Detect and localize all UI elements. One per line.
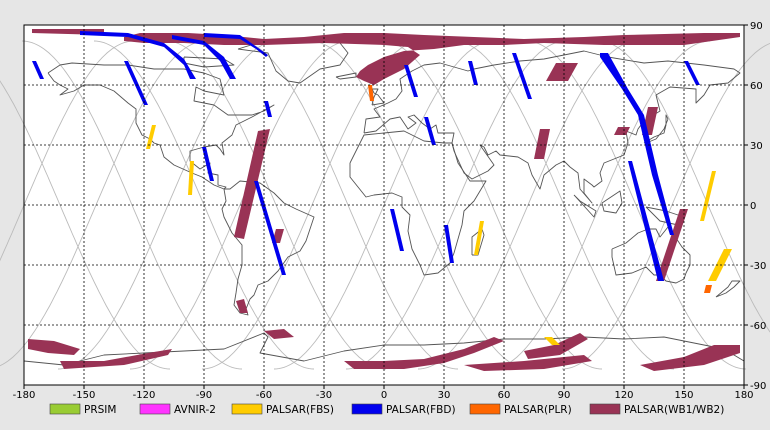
swath-palsar-fbd <box>404 65 418 97</box>
swath-palsar-fbd <box>204 33 268 57</box>
swath-palsar-fbs <box>188 161 194 195</box>
legend-label: PALSAR(FBD) <box>386 404 456 416</box>
swath-palsar-wb1-wb2 <box>656 209 688 281</box>
swath-palsar-fbd <box>684 61 700 85</box>
y-tick-label: -30 <box>750 261 766 272</box>
swath-palsar-fbs <box>544 337 560 345</box>
swath-palsar-wb1-wb2 <box>614 127 630 135</box>
swath-palsar-wb1-wb2 <box>264 329 294 339</box>
x-tick-label: -30 <box>316 390 332 401</box>
x-tick-label: 120 <box>614 390 633 401</box>
legend-label: PRSIM <box>84 404 116 416</box>
swath-palsar-fbd <box>32 61 44 79</box>
axes: -180 -150 -120 -90 -60 -30 0 30 60 90 120 150 180 90 6… <box>13 21 767 401</box>
legend-swatch <box>589 403 621 415</box>
swath-palsar-fbs <box>474 221 484 255</box>
swath-palsar-fbd <box>424 117 436 145</box>
x-tick-label: -60 <box>256 390 272 401</box>
legend-label: PALSAR(PLR) <box>504 404 572 416</box>
legend-swatch <box>469 403 501 415</box>
legend-entry: PALSAR(FBD) <box>351 403 456 416</box>
y-tick-label: 60 <box>750 81 763 92</box>
x-tick-label: 90 <box>558 390 571 401</box>
coastline <box>611 226 691 284</box>
swath-palsar-wb1-wb2 <box>524 333 588 359</box>
swath-palsar-fbd <box>512 53 532 99</box>
swath-palsar-fbd <box>202 147 214 181</box>
swath-palsar-fbd <box>254 181 286 275</box>
legend: PRSIM AVNIR-2 PALSAR(FBS) PALSAR(FBD) PALSAR… <box>49 403 724 416</box>
legend-label: AVNIR-2 <box>174 404 216 416</box>
legend-entry: PRSIM <box>49 403 116 416</box>
legend-label: PALSAR(FBS) <box>266 404 334 416</box>
swath-palsar-wb1-wb2 <box>234 129 270 239</box>
graticule <box>24 25 744 385</box>
plot-area: -180 -150 -120 -90 -60 -30 0 30 60 90 120 150 180 90 6… <box>0 21 770 401</box>
x-tick-label: -120 <box>133 390 156 401</box>
swath-palsar-wb1-wb2 <box>546 63 578 81</box>
y-tick-label: 30 <box>750 141 763 152</box>
swath-palsar-wb1-wb2 <box>534 129 550 159</box>
coastline <box>221 180 315 316</box>
legend-entry: AVNIR-2 <box>139 403 216 416</box>
swath-palsar-fbd <box>264 101 272 117</box>
x-tick-label: 0 <box>381 390 387 401</box>
x-tick-label: 180 <box>734 390 753 401</box>
x-tick-label: 30 <box>438 390 451 401</box>
x-tick-label: -180 <box>13 390 36 401</box>
y-tick-label: -90 <box>750 381 766 392</box>
legend-swatch <box>49 403 81 415</box>
swath-palsar-fbd <box>628 161 664 281</box>
swath-palsar-fbs <box>146 125 156 149</box>
legend-entry: PALSAR(WB1/WB2) <box>589 403 724 416</box>
swath-palsar-plr <box>368 85 374 101</box>
legend-swatch <box>231 403 263 415</box>
swath-palsar-wb1-wb2 <box>464 355 592 371</box>
y-tick-label: 0 <box>750 201 756 212</box>
legend-swatch <box>139 403 171 415</box>
swath-palsar-fbs <box>700 171 716 221</box>
coastline <box>601 190 623 214</box>
swath-palsar-fbd <box>124 61 148 105</box>
swath-palsar-wb1-wb2 <box>28 339 80 355</box>
swath-palsar-fbd <box>600 53 674 235</box>
x-tick-label: -90 <box>196 390 212 401</box>
legend-entry: PALSAR(FBS) <box>231 403 334 416</box>
swath-palsar-fbd <box>468 61 478 85</box>
legend-entry: PALSAR(PLR) <box>469 403 572 416</box>
swath-palsar-fbd <box>390 209 404 251</box>
y-tick-label: -60 <box>750 321 766 332</box>
swath-palsar-fbd <box>444 225 454 263</box>
coastline <box>643 114 669 144</box>
x-tick-label: -150 <box>73 390 96 401</box>
coastline <box>371 88 385 106</box>
coastline <box>715 280 741 298</box>
coastline <box>573 194 597 218</box>
swath-palsar-wb1-wb2 <box>640 345 740 371</box>
legend-label: PALSAR(WB1/WB2) <box>624 404 724 416</box>
swath-palsar-wb1-wb2 <box>236 299 248 313</box>
x-tick-label: 150 <box>674 390 693 401</box>
legend-swatch <box>351 403 383 415</box>
swath-palsar-fbd <box>172 35 236 79</box>
swath-palsar-plr <box>704 285 712 293</box>
x-tick-label: 60 <box>498 390 511 401</box>
y-tick-label: 90 <box>750 21 763 32</box>
